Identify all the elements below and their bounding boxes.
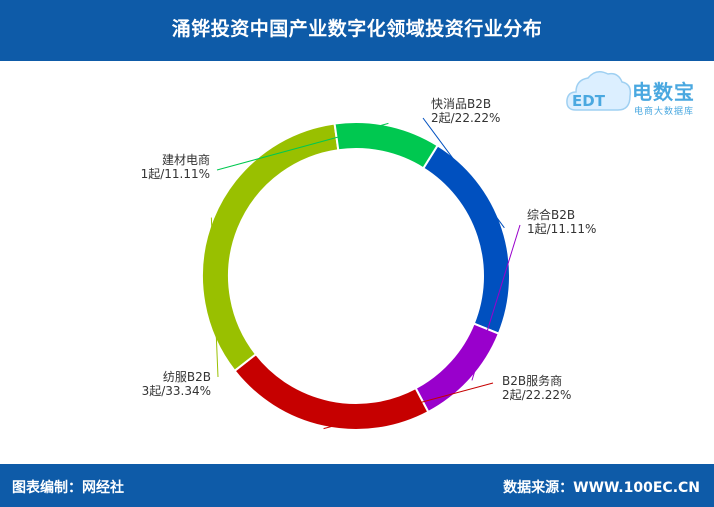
slice-category-label-4: 纺服B2B [163,370,211,384]
donut-slice-2 [414,322,501,414]
donut-slice-5 [333,121,439,170]
slice-category-label-2: 综合B2B [527,207,575,222]
leader-line-4 [210,217,219,378]
cloud-logo-icon: EDT [566,71,632,111]
slice-value-label-2: 1起/11.11% [527,222,596,236]
donut-chart: 快消品B2B2起/22.22%综合B2B1起/11.11%B2B服务商2起/22… [141,97,596,431]
logo: EDT 电数宝 电商大数据库 [566,68,711,120]
chart-title: 涌铧投资中国产业数字化领域投资行业分布 [171,18,543,40]
slice-category-label-3: B2B服务商 [502,373,562,388]
donut-slices [201,121,511,431]
leader-line-2 [471,224,521,381]
leader-line-3 [323,382,494,430]
logo-mark: EDT [572,92,606,110]
logo-subtitle: 电商大数据库 [634,107,695,117]
slice-value-label-3: 2起/22.22% [502,388,571,402]
footer-source-editor: 图表编制：网经社 [12,480,124,496]
donut-slice-3 [233,352,430,431]
logo-brand: 电数宝 [632,80,695,104]
slice-value-label-1: 2起/22.22% [431,111,500,125]
slice-value-label-4: 3起/33.34% [142,384,211,398]
slice-labels: 快消品B2B2起/22.22%综合B2B1起/11.11%B2B服务商2起/22… [141,97,596,430]
slice-category-label-5: 建材电商 [162,152,210,167]
slice-category-label-1: 快消品B2B [431,97,491,111]
footer-data-source: 数据来源：WWW.100EC.CN [503,480,700,496]
slice-value-label-5: 1起/11.11% [141,167,210,181]
donut-slice-1 [421,144,511,335]
leader-line-1 [422,117,505,229]
donut-slice-4 [201,122,340,373]
leader-line-5 [216,122,389,171]
header-bar: 涌铧投资中国产业数字化领域投资行业分布 [0,0,714,61]
footer-bar: 图表编制：网经社 数据来源：WWW.100EC.CN [0,464,714,507]
